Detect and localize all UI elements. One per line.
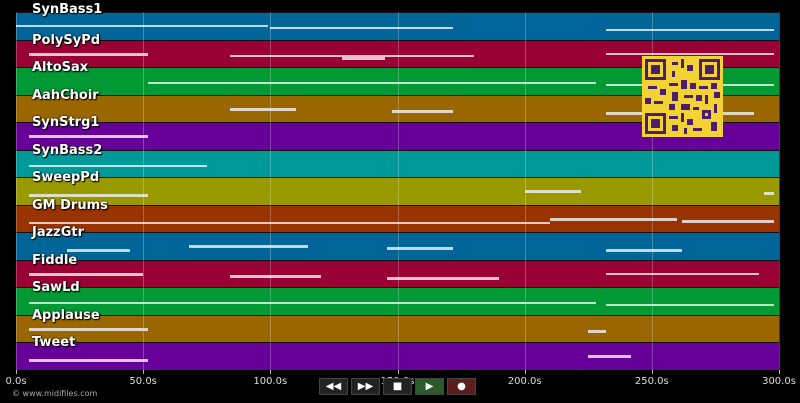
note-bar xyxy=(387,276,500,280)
tick-mark xyxy=(651,370,653,374)
gridline xyxy=(16,12,17,370)
gridline xyxy=(143,12,145,370)
tick-mark xyxy=(779,370,780,374)
track-label: Fiddle xyxy=(32,252,78,268)
note-bar xyxy=(341,56,385,60)
note-bar xyxy=(66,249,131,252)
stop-button[interactable]: ■ xyxy=(383,378,412,395)
note-bar xyxy=(606,272,759,275)
tick-label: 0.0s xyxy=(5,376,27,387)
fast-forward-button[interactable]: ▶▶ xyxy=(351,378,380,395)
tick-mark xyxy=(397,370,399,374)
gridline xyxy=(779,12,780,370)
note-bar xyxy=(28,221,551,224)
tick-mark xyxy=(524,370,526,374)
note-bar xyxy=(28,135,149,138)
track-label: Tweet xyxy=(32,335,76,350)
tick-label: 200.0s xyxy=(507,376,542,387)
tick-label: 50.0s xyxy=(129,376,157,387)
gridline xyxy=(397,12,399,370)
tick-label: 300.0s xyxy=(762,376,796,387)
track-row: SynBass2 xyxy=(16,143,779,177)
note-bar xyxy=(270,27,454,29)
track-label: PolySyPd xyxy=(32,32,101,48)
note-bar xyxy=(28,302,596,304)
note-bar xyxy=(28,52,149,56)
note-bar xyxy=(28,327,149,331)
note-bar xyxy=(28,272,144,276)
rewind-button[interactable]: ◀◀ xyxy=(319,378,348,395)
track-label: AltoSax xyxy=(32,60,89,75)
note-bar xyxy=(28,194,149,197)
qr-code-graphic xyxy=(645,59,720,134)
tick-label: 100.0s xyxy=(253,376,288,387)
note-bar xyxy=(387,247,454,250)
track-row: JazzGtr xyxy=(16,225,779,260)
track-label: GM Drums xyxy=(32,197,108,213)
track-label: SynBass1 xyxy=(32,2,103,17)
note-bar xyxy=(606,304,774,306)
note-bar xyxy=(229,107,296,111)
gridline xyxy=(651,12,653,370)
note-bar xyxy=(606,52,774,55)
note-bar xyxy=(588,355,632,358)
note-bar xyxy=(148,82,596,84)
copyright-text: © www.midifiles.com xyxy=(12,389,98,398)
track-label: AahChoir xyxy=(32,87,99,103)
track-label: Applause xyxy=(32,307,100,323)
note-bar xyxy=(28,164,207,167)
track-label: SawLd xyxy=(32,280,80,295)
note-bar xyxy=(229,54,474,57)
note-bar xyxy=(392,109,454,113)
note-bar xyxy=(28,359,149,362)
track-label: JazzGtr xyxy=(32,225,85,240)
track-row: Tweet xyxy=(16,335,779,370)
tick-label: 250.0s xyxy=(634,376,669,387)
note-bar xyxy=(550,217,678,221)
tick-mark xyxy=(270,370,272,374)
track-row: SawLd xyxy=(16,280,779,315)
track-label: SynBass2 xyxy=(32,142,103,158)
note-bar xyxy=(606,29,774,31)
tick-mark xyxy=(16,370,17,374)
track-label: SynStrg1 xyxy=(32,115,100,130)
note-bar xyxy=(763,192,774,195)
note-bar xyxy=(682,219,774,223)
note-bar xyxy=(588,329,607,333)
note-bar xyxy=(606,249,683,252)
track-label: SweepPd xyxy=(32,170,100,185)
transport-controls: ◀◀ ▶▶ ■ ▶ ● xyxy=(319,378,476,395)
note-bar xyxy=(229,274,322,278)
tick-mark xyxy=(143,370,145,374)
gridline xyxy=(270,12,272,370)
note-bar xyxy=(188,245,309,248)
record-button[interactable]: ● xyxy=(447,378,476,395)
qr-code-icon[interactable] xyxy=(642,56,723,137)
play-button[interactable]: ▶ xyxy=(415,378,444,395)
track-row: SweepPd xyxy=(16,170,779,205)
note-bar xyxy=(16,25,268,27)
note-bar xyxy=(524,190,581,193)
